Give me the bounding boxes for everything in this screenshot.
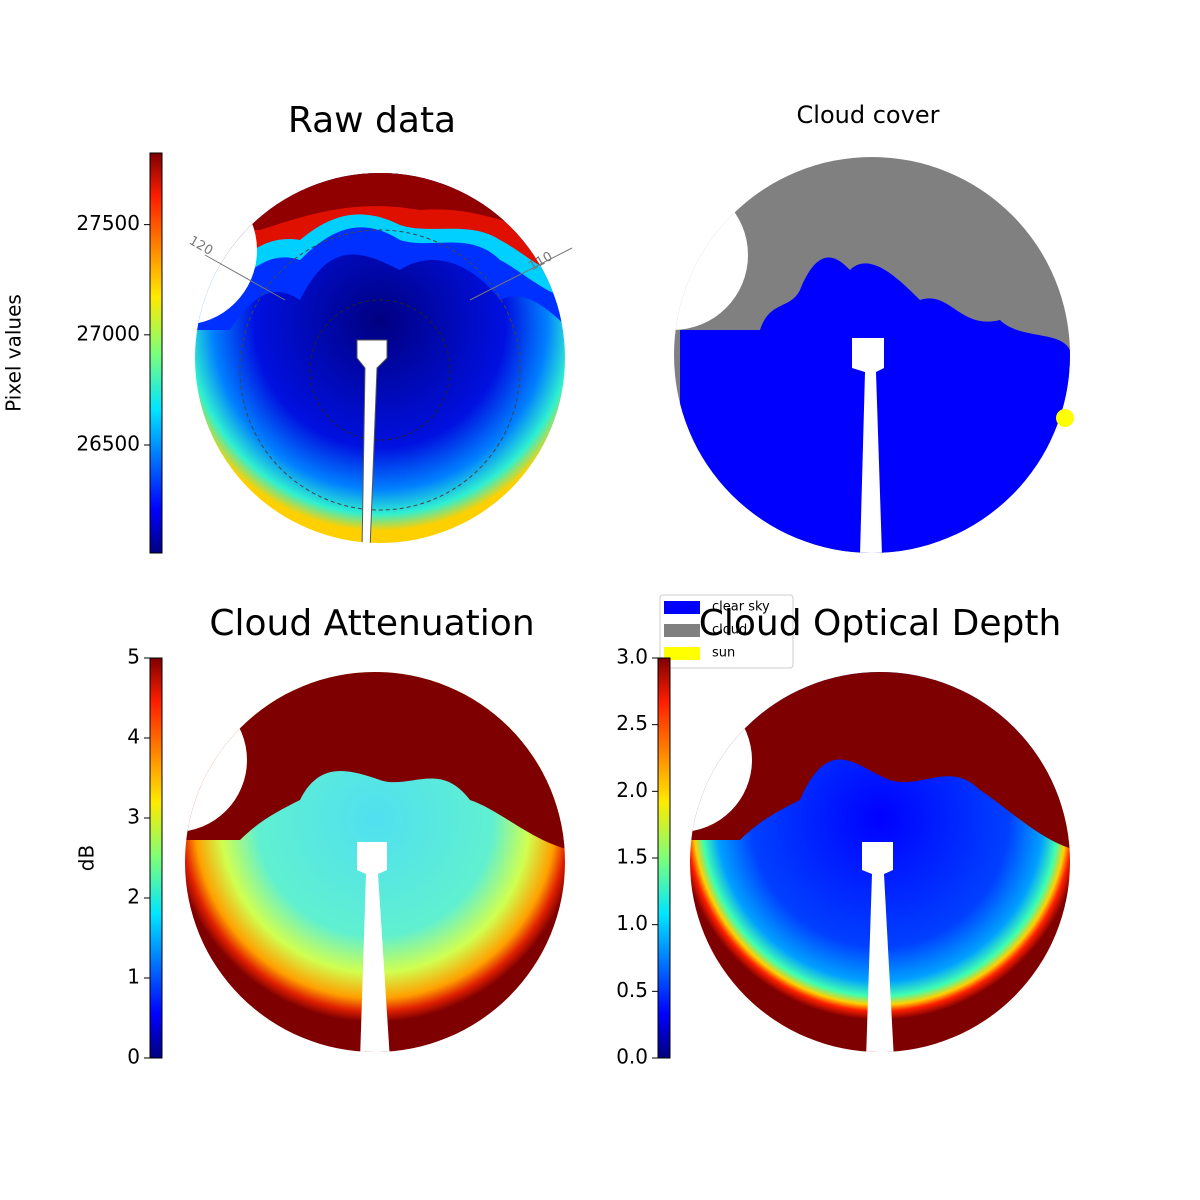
- optical-depth-image: [690, 672, 1070, 1052]
- tick-label: 4: [127, 725, 140, 749]
- tick-label: 27500: [76, 211, 140, 235]
- tick-label: 5: [127, 645, 140, 669]
- tick-label: 0.0: [616, 1045, 648, 1069]
- tick-label: 1.5: [616, 845, 648, 869]
- tick-label: 3.0: [616, 645, 648, 669]
- chart-title: Raw data: [288, 100, 456, 141]
- chart-title: Cloud cover: [797, 101, 940, 129]
- axis-label: dB: [75, 845, 99, 871]
- tick-label: 0.5: [616, 978, 648, 1002]
- tick-label: 3: [127, 805, 140, 829]
- legend-swatch: [664, 601, 700, 614]
- tick-label: 0: [127, 1045, 140, 1069]
- colorbar: [149, 657, 163, 1059]
- legend-swatch: [664, 624, 700, 637]
- legend-swatch: [664, 647, 700, 660]
- raw-image: [195, 173, 565, 543]
- tick-label: 2.5: [616, 711, 648, 735]
- chart-title: Cloud Attenuation: [209, 603, 534, 644]
- axis-label: Pixel values: [2, 294, 26, 412]
- tick-label: 2: [127, 885, 140, 909]
- legend-label: sun: [712, 646, 735, 661]
- chart-title: Cloud Optical Depth: [699, 603, 1062, 644]
- colorbar: [149, 152, 163, 554]
- cloud-image: [674, 157, 1070, 553]
- tick-label: 26500: [76, 432, 140, 456]
- tick-label: 1.0: [616, 911, 648, 935]
- legend-label: clear sky: [712, 600, 770, 615]
- sun-marker: [1056, 409, 1074, 427]
- colorbar: [657, 657, 671, 1059]
- tick-label: 1: [127, 965, 140, 989]
- tick-label: 27000: [76, 321, 140, 345]
- tick-label: 2.0: [616, 778, 648, 802]
- legend-label: cloud: [712, 623, 747, 638]
- polar-label: 120: [186, 234, 215, 259]
- attenuation-image: [185, 672, 565, 1052]
